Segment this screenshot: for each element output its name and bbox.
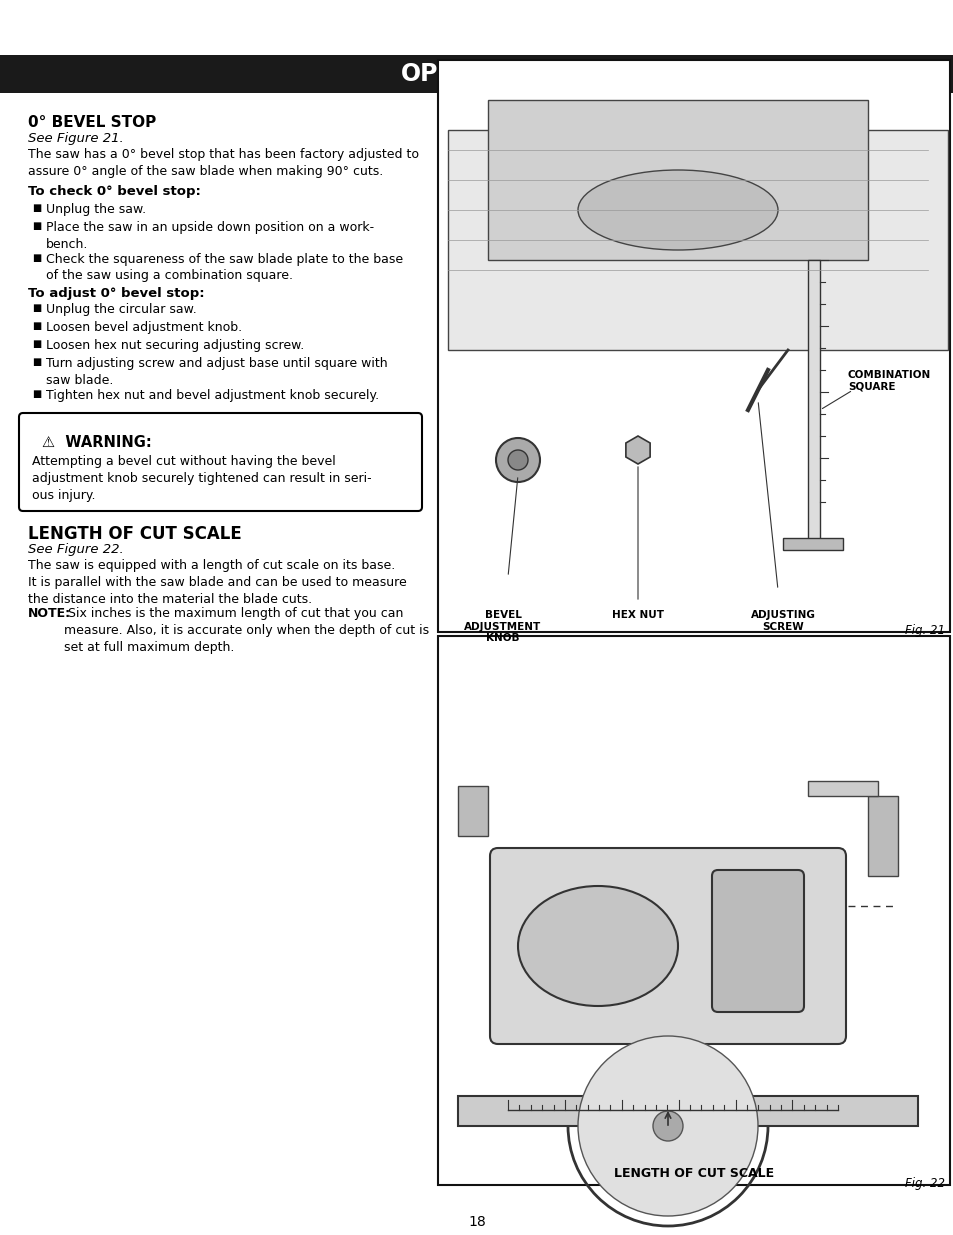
- Text: Check the squareness of the saw blade plate to the base
of the saw using a combi: Check the squareness of the saw blade pl…: [46, 253, 403, 283]
- Text: BEVEL
ADJUSTMENT
KNOB: BEVEL ADJUSTMENT KNOB: [464, 610, 541, 643]
- Text: COMBINATION
SQUARE: COMBINATION SQUARE: [847, 370, 930, 391]
- Bar: [448, 130, 947, 350]
- Text: HEX NUT: HEX NUT: [612, 610, 663, 620]
- Text: The saw is equipped with a length of cut scale on its base.
It is parallel with : The saw is equipped with a length of cut…: [28, 559, 406, 606]
- Text: Unplug the saw.: Unplug the saw.: [46, 203, 146, 216]
- Text: NOTE:: NOTE:: [28, 606, 71, 620]
- Text: ■: ■: [32, 221, 41, 231]
- Bar: [0, 56, 953, 93]
- Text: Place the saw in an upside down position on a work-
bench.: Place the saw in an upside down position…: [46, 221, 374, 251]
- Text: Unplug the circular saw.: Unplug the circular saw.: [46, 303, 196, 316]
- Bar: [807, 261, 820, 540]
- Text: ■: ■: [32, 321, 41, 331]
- Text: Attempting a bevel cut without having the bevel
adjustment knob securely tighten: Attempting a bevel cut without having th…: [32, 454, 372, 501]
- Text: Fig. 21: Fig. 21: [904, 624, 944, 637]
- Text: To adjust 0° bevel stop:: To adjust 0° bevel stop:: [28, 287, 204, 300]
- Bar: [807, 781, 877, 797]
- Text: Loosen hex nut securing adjusting screw.: Loosen hex nut securing adjusting screw.: [46, 338, 304, 352]
- Text: ■: ■: [32, 303, 41, 312]
- Text: Tighten hex nut and bevel adjustment knob securely.: Tighten hex nut and bevel adjustment kno…: [46, 389, 378, 403]
- Bar: [457, 785, 488, 836]
- Text: See Figure 22.: See Figure 22.: [28, 543, 124, 556]
- FancyBboxPatch shape: [490, 848, 845, 1044]
- Ellipse shape: [578, 170, 778, 249]
- Text: Fig. 22: Fig. 22: [904, 1177, 944, 1191]
- FancyBboxPatch shape: [711, 869, 803, 1011]
- Circle shape: [496, 438, 539, 482]
- Text: ■: ■: [32, 203, 41, 212]
- Text: OPERATION: OPERATION: [400, 62, 553, 86]
- Circle shape: [652, 1112, 682, 1141]
- Bar: [867, 797, 897, 876]
- Text: The saw has a 0° bevel stop that has been factory adjusted to
assure 0° angle of: The saw has a 0° bevel stop that has bee…: [28, 148, 418, 178]
- Bar: [437, 636, 949, 1186]
- Bar: [488, 100, 867, 261]
- Text: ■: ■: [32, 389, 41, 399]
- Text: ■: ■: [32, 338, 41, 350]
- Text: LENGTH OF CUT SCALE: LENGTH OF CUT SCALE: [28, 525, 241, 543]
- Text: ■: ■: [32, 253, 41, 263]
- Text: ■: ■: [32, 357, 41, 367]
- Text: 0° BEVEL STOP: 0° BEVEL STOP: [28, 115, 156, 130]
- FancyBboxPatch shape: [19, 412, 421, 511]
- Text: 18: 18: [468, 1215, 485, 1229]
- Bar: [782, 538, 842, 550]
- Text: Six inches is the maximum length of cut that you can
measure. Also, it is accura: Six inches is the maximum length of cut …: [64, 606, 429, 655]
- Text: ADJUSTING
SCREW: ADJUSTING SCREW: [750, 610, 815, 631]
- Text: Turn adjusting screw and adjust base until square with
saw blade.: Turn adjusting screw and adjust base unt…: [46, 357, 387, 387]
- Text: Loosen bevel adjustment knob.: Loosen bevel adjustment knob.: [46, 321, 242, 333]
- Bar: [457, 1095, 917, 1126]
- Bar: [437, 61, 949, 632]
- Text: To check 0° bevel stop:: To check 0° bevel stop:: [28, 185, 201, 198]
- Text: See Figure 21.: See Figure 21.: [28, 132, 124, 144]
- Circle shape: [578, 1036, 758, 1216]
- Text: LENGTH OF CUT SCALE: LENGTH OF CUT SCALE: [614, 1167, 773, 1179]
- Circle shape: [507, 450, 527, 471]
- Text: ⚠  WARNING:: ⚠ WARNING:: [42, 435, 152, 450]
- Ellipse shape: [517, 885, 678, 1007]
